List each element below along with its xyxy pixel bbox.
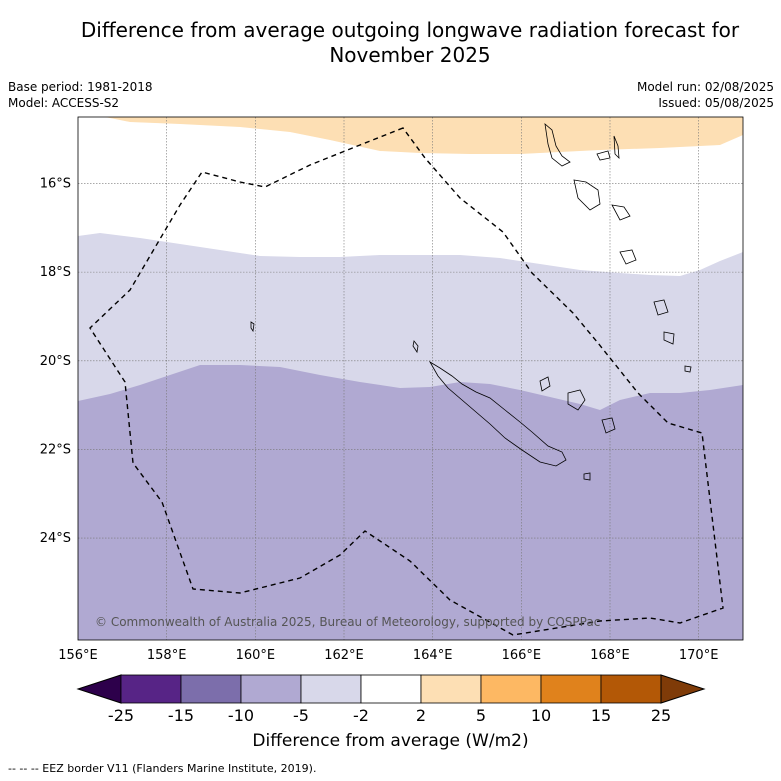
coastline-new-caledonia xyxy=(428,360,567,467)
lon-tick-label: 166°E xyxy=(502,648,542,663)
colorbar-segment xyxy=(360,674,422,704)
colorbar-labels: -25 -15 -10 -5 -2 2 5 10 15 25 xyxy=(108,706,671,725)
lon-tick-label: 156°E xyxy=(58,648,98,663)
lon-tick-label: 168°E xyxy=(590,648,630,663)
title-line-1: Difference from average outgoing longwav… xyxy=(80,18,740,42)
lat-tick-label: 18°S xyxy=(40,265,71,280)
colorbar-caption: Difference from average (W/m2) xyxy=(252,731,529,751)
coastline-chesterfield xyxy=(250,321,255,333)
title-line-2: November 2025 xyxy=(329,43,491,67)
copyright-note: © Commonwealth of Australia 2025, Bureau… xyxy=(95,615,600,629)
coastline-hunter xyxy=(663,331,675,345)
colorbar-extend-low xyxy=(76,674,122,704)
lon-tick-label: 158°E xyxy=(147,648,187,663)
map-frame xyxy=(77,116,744,641)
coastline-isle-of-pines xyxy=(583,472,591,481)
coastline-vanuatu-pentecost xyxy=(596,150,611,161)
lat-tick-label: 24°S xyxy=(40,531,71,546)
coastlines xyxy=(250,122,692,481)
coastline-lifou xyxy=(567,389,586,411)
colorbar-segment xyxy=(480,674,542,704)
colorbar-tick-label: -10 xyxy=(228,706,254,725)
lon-tick-label: 162°E xyxy=(324,648,364,663)
gridlines xyxy=(78,117,743,640)
colorbar-tick-label: 10 xyxy=(531,706,551,725)
colorbar-segment xyxy=(120,674,182,704)
colorbar-tick-label: 15 xyxy=(591,706,611,725)
coastline-mare xyxy=(601,417,616,434)
lat-tick-label: 22°S xyxy=(40,442,71,457)
colorbar-extend-high xyxy=(660,674,706,704)
colorbar-tick-label: 2 xyxy=(416,706,426,725)
colorbar-segments xyxy=(120,674,662,704)
colorbar: -25 -15 -10 -5 -2 2 5 10 15 25 xyxy=(76,674,706,725)
lat-tick-label: 20°S xyxy=(40,354,71,369)
coastline-ouvea xyxy=(539,376,551,392)
coastline-reef xyxy=(684,365,692,373)
coastline-matthew xyxy=(653,299,669,316)
lon-tick-label: 164°E xyxy=(413,648,453,663)
coastline-belep xyxy=(412,340,419,354)
meta-right: Model run: 02/08/2025 Issued: 05/08/2025 xyxy=(637,79,774,111)
colorbar-tick-label: 25 xyxy=(651,706,671,725)
chart-title: Difference from average outgoing longwav… xyxy=(0,18,781,68)
lon-tick-label: 170°E xyxy=(679,648,719,663)
colorbar-tick-label: -25 xyxy=(108,706,134,725)
colorbar-tick-label: -15 xyxy=(168,706,194,725)
colorbar-segment xyxy=(300,674,362,704)
colorbar-segment xyxy=(180,674,242,704)
coastline-vanuatu-efate xyxy=(611,204,631,221)
coastline-vanuatu-malakula xyxy=(573,179,601,211)
band-2-5 xyxy=(78,117,743,154)
colorbar-tick-label: 5 xyxy=(476,706,486,725)
issued-date: Issued: 05/08/2025 xyxy=(658,96,774,110)
colorbar-tick-label: -5 xyxy=(293,706,309,725)
colorbar-segment xyxy=(240,674,302,704)
meta-left: Base period: 1981-2018 Model: ACCESS-S2 xyxy=(8,79,153,111)
colorbar-segment xyxy=(420,674,482,704)
coastline-vanuatu-santo xyxy=(544,122,571,167)
coastline-vanuatu-tanna xyxy=(619,249,637,265)
model-run: Model run: 02/08/2025 xyxy=(636,80,774,94)
colorbar-segment xyxy=(540,674,602,704)
coastline-vanuatu-maewo xyxy=(613,135,620,160)
lon-tick-label: 160°E xyxy=(236,648,276,663)
colorbar-segment xyxy=(600,674,662,704)
eez-source-note: -- -- -- EEZ border V11 (Flanders Marine… xyxy=(8,762,317,775)
lat-tick-label: 16°S xyxy=(40,176,71,191)
colorbar-tick-label: -2 xyxy=(353,706,369,725)
lon-tick-labels: 156°E 158°E 160°E 162°E 164°E 166°E 168°E 170°E xyxy=(58,648,718,663)
band-neg10-neg5 xyxy=(78,365,743,640)
eez-border xyxy=(89,127,724,636)
base-period: Base period: 1981-2018 xyxy=(8,80,153,94)
lat-tick-labels: 16°S 18°S 20°S 22°S 24°S xyxy=(40,176,71,546)
model-name: Model: ACCESS-S2 xyxy=(8,96,120,110)
